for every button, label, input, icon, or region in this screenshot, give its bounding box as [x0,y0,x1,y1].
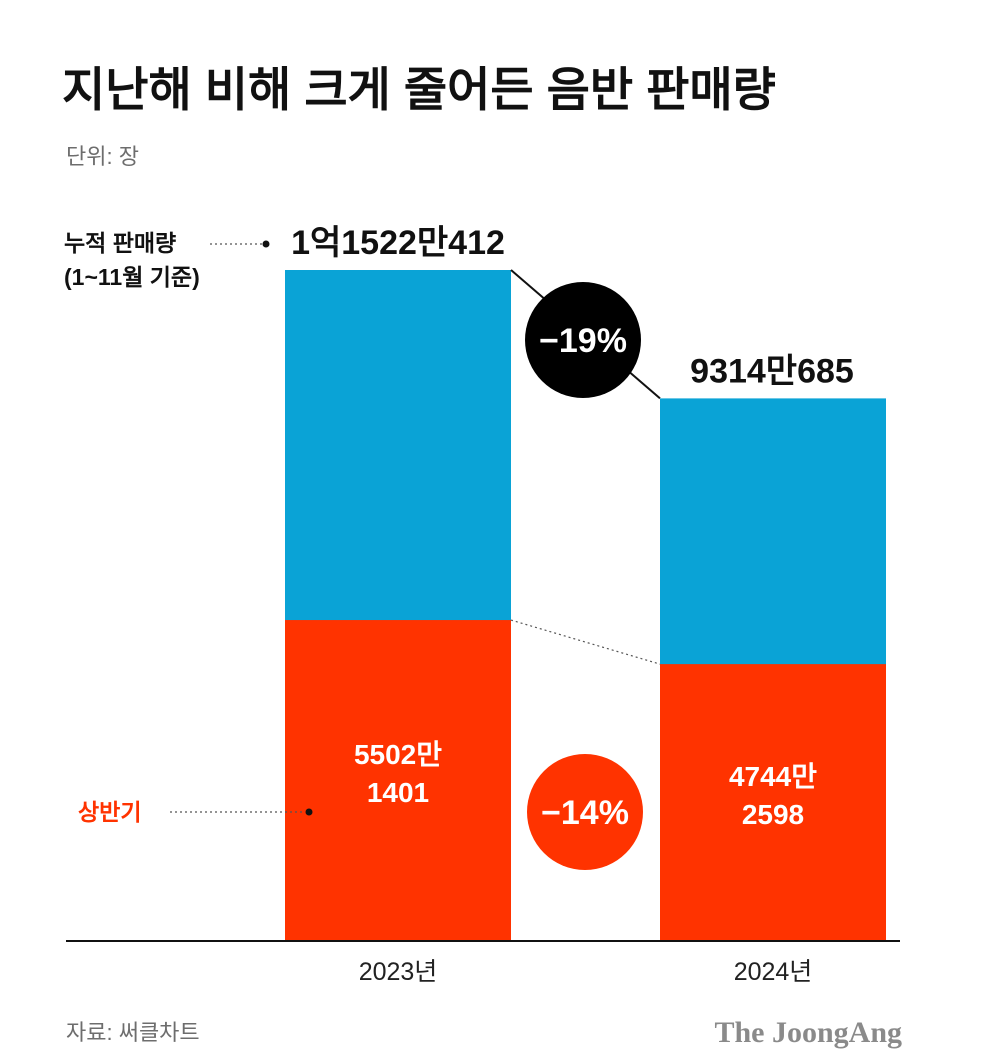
chart-title: 지난해 비해 크게 줄어든 음반 판매량 [62,63,776,116]
bar-half-2024 [660,664,886,940]
bar-half-2023 [285,620,511,940]
legend-total-dot [262,240,270,248]
half-value-label-2024-line1: 4744만 [729,761,817,792]
total-change-badge [525,282,641,398]
legend-total-line1: 누적 판매량 [64,230,176,256]
half-connector-line [510,619,661,665]
source-label: 자료: 써클차트 [66,1020,200,1045]
half-change-label: −14% [541,794,629,832]
x-tick-2023: 2023년 [359,958,438,986]
brand-logo-text: The JoongAng [714,1016,902,1049]
half-change-badge [527,754,643,870]
bars-group [285,270,886,940]
legend-half-label: 상반기 [78,799,141,825]
legend-total-line2: (1~11월 기준) [64,264,200,290]
total-value-label-2023: 1억1522만412 [291,224,505,262]
total-change-label: −19% [539,322,627,360]
half-value-label-2023-line1: 5502만 [354,739,442,770]
x-tick-2024: 2024년 [734,958,813,986]
total-value-label-2024: 9314만685 [690,352,854,390]
unit-label: 단위: 장 [66,144,139,169]
half-value-label-2023-line2: 1401 [367,777,429,808]
half-value-label-2024-line2: 2598 [742,799,804,830]
legend-half-dot [305,808,313,816]
